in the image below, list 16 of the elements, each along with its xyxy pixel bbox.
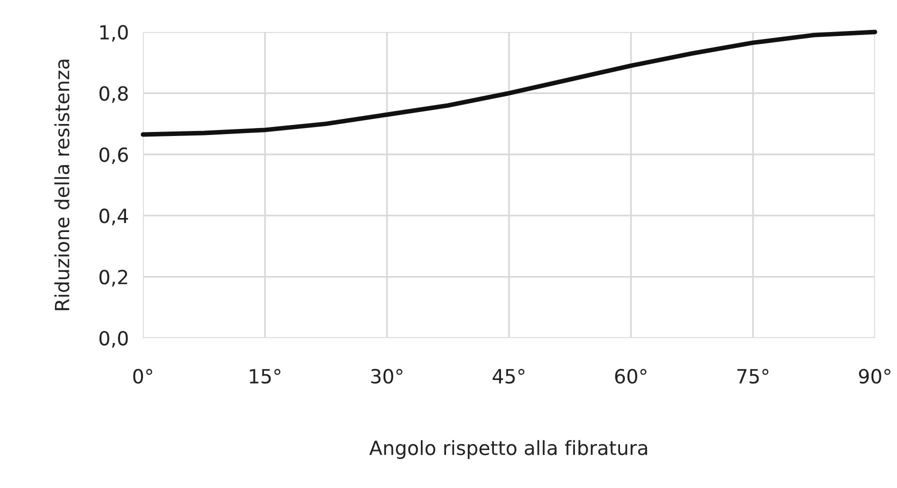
x-tick-label: 90° [858,368,890,384]
y-tick-label: 0,8 [99,86,128,103]
y-axis-title: Riduzione della resistenza [54,60,70,310]
x-tick-label: 60° [615,368,646,384]
x-tick-label: 0° [133,368,152,384]
x-tick-label: 30° [371,368,402,384]
y-tick-label: 0,2 [99,270,128,286]
x-tick-label: 15° [250,368,280,384]
y-tick-label: 0,6 [99,147,128,164]
y-tick-label: 1,0 [100,24,128,42]
y-tick-label: 0,0 [99,330,128,348]
x-tick-label: 75° [737,368,768,384]
y-tick-label: 0,4 [99,208,128,226]
line-series [140,30,878,137]
x-axis-title: Angolo rispetto alla fibratura [369,440,648,459]
x-tick-label: 45° [492,368,524,384]
